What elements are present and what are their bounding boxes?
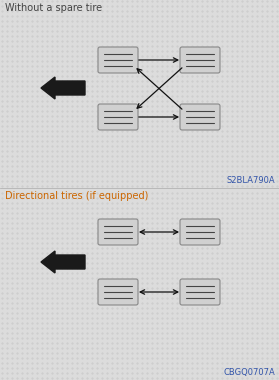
Text: S2BLA790A: S2BLA790A: [226, 176, 275, 185]
Text: Without a spare tire: Without a spare tire: [5, 3, 102, 13]
FancyBboxPatch shape: [180, 47, 220, 73]
FancyBboxPatch shape: [98, 47, 138, 73]
FancyBboxPatch shape: [180, 279, 220, 305]
FancyBboxPatch shape: [180, 104, 220, 130]
FancyArrow shape: [41, 77, 85, 99]
Text: Directional tires (if equipped): Directional tires (if equipped): [5, 191, 148, 201]
FancyBboxPatch shape: [98, 219, 138, 245]
Text: CBGQ0707A: CBGQ0707A: [223, 368, 275, 377]
FancyBboxPatch shape: [180, 219, 220, 245]
FancyBboxPatch shape: [98, 104, 138, 130]
FancyBboxPatch shape: [98, 279, 138, 305]
FancyArrow shape: [41, 251, 85, 273]
